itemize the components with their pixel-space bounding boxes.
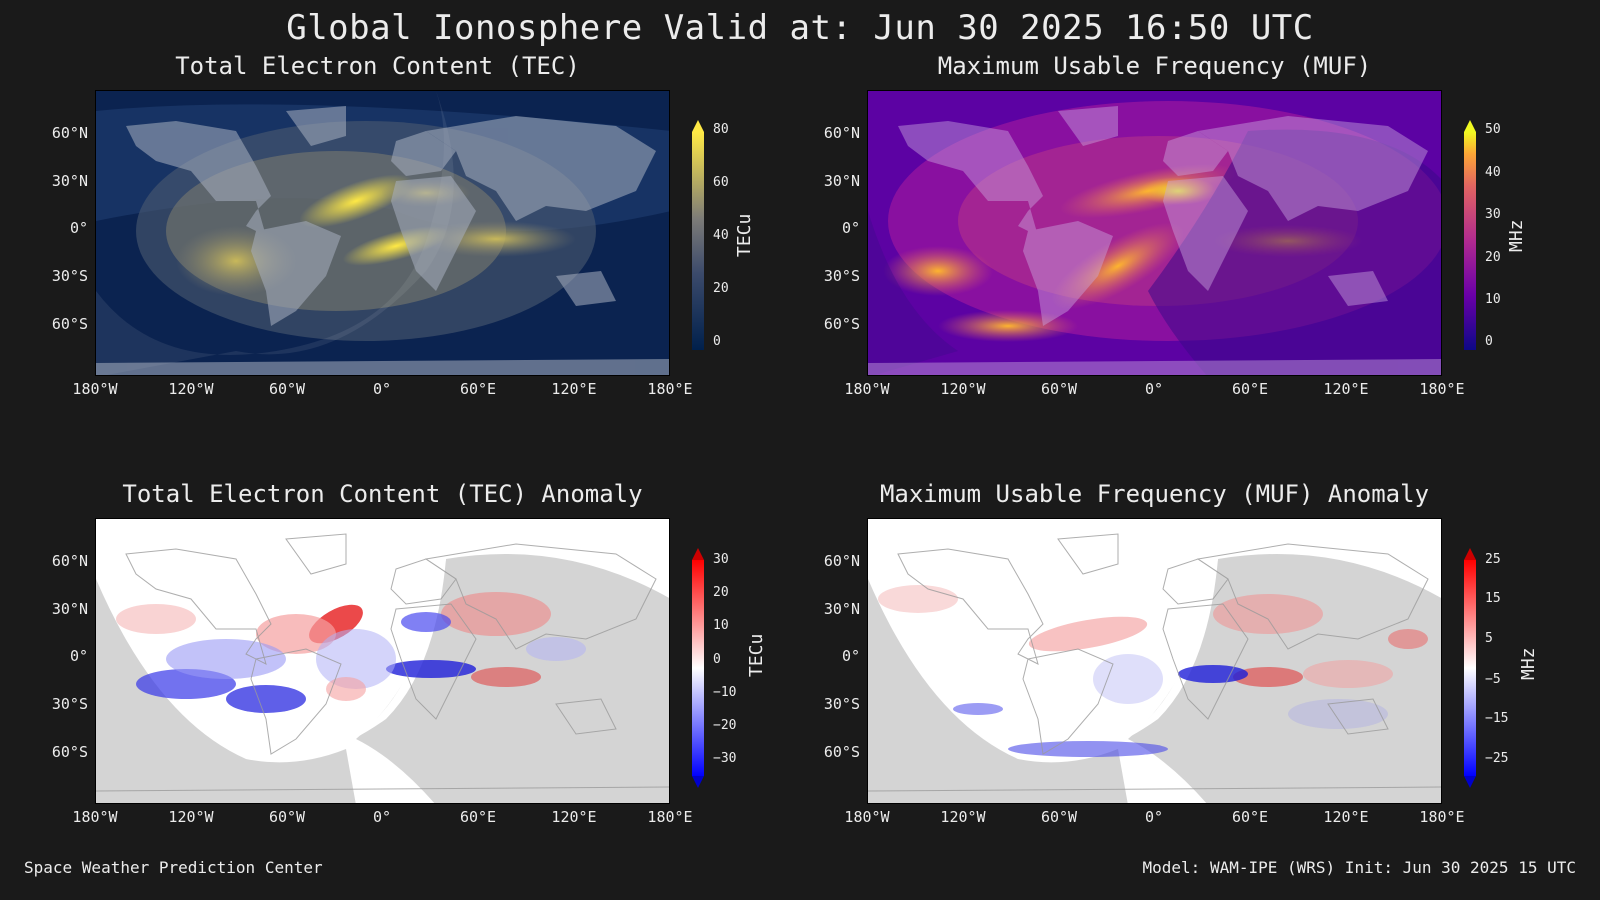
cb-tick: 5: [1485, 631, 1493, 646]
lat-tick: 30°S: [51, 267, 88, 285]
lat-tick: 30°N: [823, 600, 860, 618]
lat-tick: 60°S: [823, 315, 860, 333]
lon-tick: 0°: [1144, 808, 1164, 826]
map-muf-anomaly[interactable]: [867, 518, 1442, 804]
cb-tick: 0: [713, 652, 721, 667]
footer-left: Space Weather Prediction Center: [24, 858, 323, 877]
panel-muf-anomaly: Maximum Usable Frequency (MUF) Anomaly: [772, 480, 1539, 900]
lat-tick: 0°: [69, 219, 88, 237]
lat-tick: 60°S: [823, 743, 860, 761]
cb-tick: 30: [1485, 207, 1501, 222]
lat-tick: 60°S: [51, 315, 88, 333]
cb-tick: 50: [1485, 122, 1501, 137]
lon-tick: 180°W: [72, 808, 118, 826]
cb-tick: 10: [1485, 292, 1501, 307]
panel-title: Total Electron Content (TEC): [175, 52, 580, 80]
lon-tick: 180°E: [647, 808, 693, 826]
lon-tick: 180°W: [72, 380, 118, 398]
main-title: Global Ionosphere Valid at: Jun 30 2025 …: [286, 8, 1314, 48]
lon-tick: 0°: [1144, 380, 1164, 398]
lon-tick: 180°E: [1419, 808, 1465, 826]
lon-tick: 120°W: [168, 808, 214, 826]
lon-tick: 180°W: [844, 380, 890, 398]
lat-tick: 0°: [841, 219, 860, 237]
colorbar-muf-anomaly: [1464, 548, 1476, 792]
lon-tick: 180°W: [844, 808, 890, 826]
cb-tick: 25: [1485, 552, 1501, 567]
lat-tick: 60°N: [51, 124, 88, 142]
colorbar-label: MHz: [1518, 647, 1539, 680]
cb-tick: 20: [713, 585, 729, 600]
footer-right: Model: WAM-IPE (WRS) Init: Jun 30 2025 1…: [1142, 858, 1576, 877]
cb-tick: −15: [1485, 711, 1509, 726]
lon-tick: 0°: [372, 380, 392, 398]
lat-tick: 60°S: [51, 743, 88, 761]
cb-tick: 15: [1485, 591, 1501, 606]
cb-tick: 40: [1485, 165, 1501, 180]
lon-tick: 60°W: [268, 380, 306, 398]
panel-tec: Total Electron Content (TEC): [0, 52, 760, 472]
cb-tick: 0: [713, 334, 721, 349]
lon-tick: 60°E: [459, 380, 497, 398]
lon-tick: 60°E: [1231, 380, 1269, 398]
cb-tick: −10: [713, 685, 737, 700]
lon-tick: 120°E: [551, 380, 597, 398]
lat-tick: 30°S: [823, 695, 860, 713]
lat-tick: 60°N: [823, 124, 860, 142]
lat-tick: 60°N: [823, 552, 860, 570]
lon-tick: 120°W: [168, 380, 214, 398]
cb-tick: −30: [713, 751, 737, 766]
cb-tick: 20: [1485, 250, 1501, 265]
lon-tick: 0°: [372, 808, 392, 826]
cb-tick: −25: [1485, 751, 1509, 766]
lon-tick: 180°E: [647, 380, 693, 398]
colorbar-muf: [1464, 120, 1476, 354]
cb-tick: 10: [713, 618, 729, 633]
lat-tick: 30°N: [823, 172, 860, 190]
panel-title: Maximum Usable Frequency (MUF): [937, 52, 1372, 80]
lat-tick: 0°: [841, 647, 860, 665]
cb-tick: 0: [1485, 334, 1493, 349]
colorbar-label: TECu: [746, 633, 767, 677]
colorbar-label: TECu: [734, 213, 755, 257]
cb-tick: −20: [713, 718, 737, 733]
lat-tick: 30°N: [51, 600, 88, 618]
map-muf[interactable]: [867, 90, 1442, 376]
colorbar-tec-anomaly: [692, 548, 704, 792]
lon-tick: 60°E: [1231, 808, 1269, 826]
map-tec[interactable]: [95, 90, 670, 376]
lat-tick: 30°N: [51, 172, 88, 190]
cb-tick: 80: [713, 122, 729, 137]
cb-tick: 30: [713, 552, 729, 567]
lon-tick: 60°E: [459, 808, 497, 826]
lat-tick: 60°N: [51, 552, 88, 570]
lon-tick: 60°W: [1040, 380, 1078, 398]
lon-tick: 60°W: [1040, 808, 1078, 826]
lon-tick: 120°W: [940, 380, 986, 398]
cb-tick: 40: [713, 228, 729, 243]
lon-tick: 120°E: [1323, 808, 1369, 826]
lon-tick: 60°W: [268, 808, 306, 826]
lat-tick: 0°: [69, 647, 88, 665]
cb-tick: −5: [1485, 672, 1501, 687]
lat-tick: 30°S: [823, 267, 860, 285]
panel-muf: Maximum Usable Frequency (MUF): [772, 52, 1532, 472]
panel-title: Maximum Usable Frequency (MUF) Anomaly: [879, 480, 1430, 508]
lon-tick: 120°E: [551, 808, 597, 826]
cb-tick: 20: [713, 281, 729, 296]
lon-tick: 120°W: [940, 808, 986, 826]
colorbar-tec: [692, 120, 704, 354]
cb-tick: 60: [713, 175, 729, 190]
lon-tick: 180°E: [1419, 380, 1465, 398]
map-tec-anomaly[interactable]: [95, 518, 670, 804]
colorbar-label: MHz: [1506, 219, 1527, 252]
panel-title: Total Electron Content (TEC) Anomaly: [122, 480, 643, 508]
panel-tec-anomaly: Total Electron Content (TEC) Anomaly: [0, 480, 767, 900]
lon-tick: 120°E: [1323, 380, 1369, 398]
lat-tick: 30°S: [51, 695, 88, 713]
